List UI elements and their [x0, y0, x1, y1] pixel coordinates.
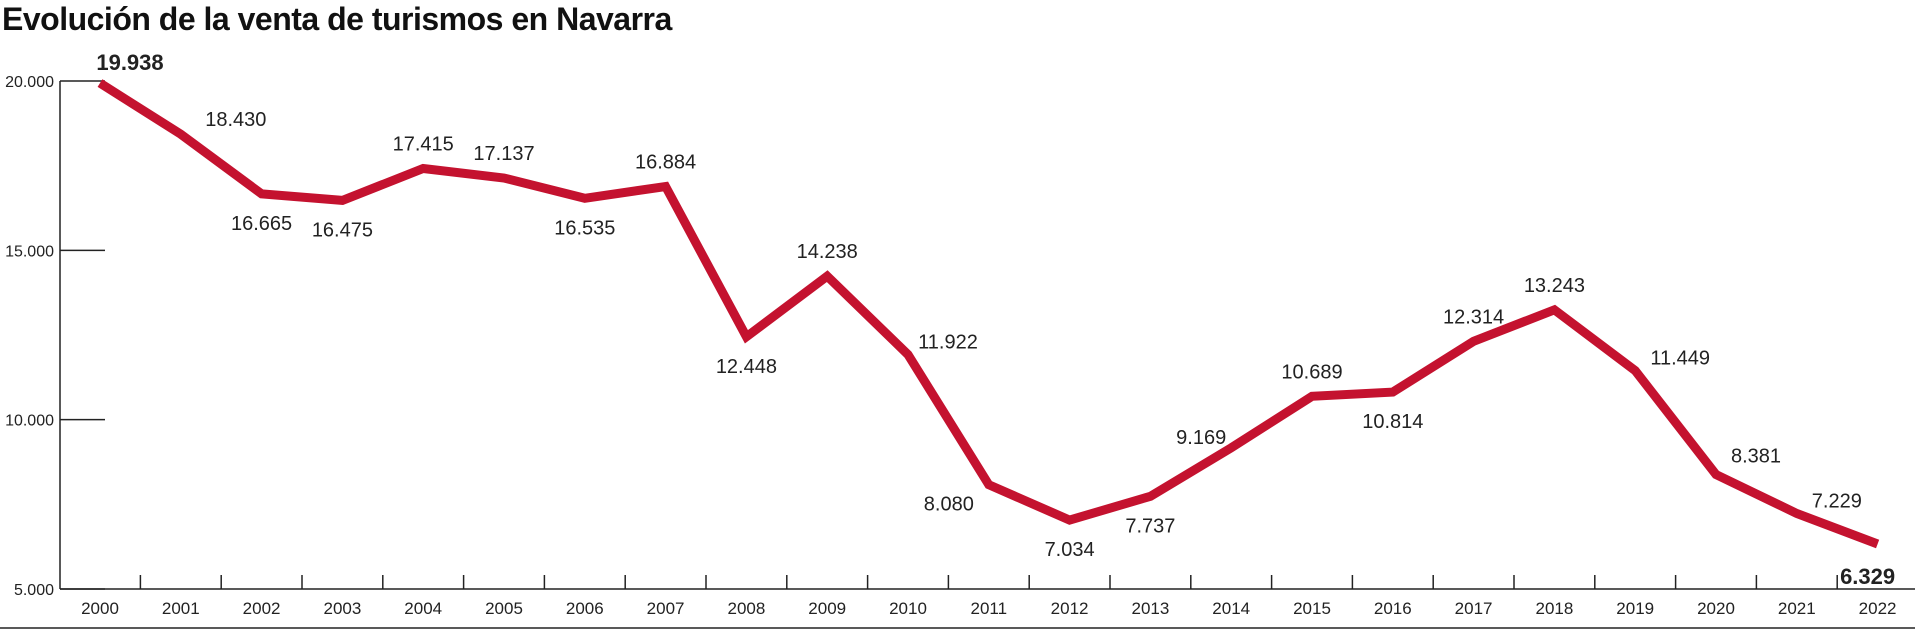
data-label: 9.169	[1176, 427, 1226, 449]
x-tick-label: 2016	[1374, 599, 1412, 618]
x-tick-label: 2006	[566, 599, 604, 618]
axes: 5.000 10.000 15.000 20.000 2000 2001 2002 2003 2…	[0, 74, 1915, 629]
x-tick-label: 2013	[1131, 599, 1169, 618]
y-tick-label: 15.000	[5, 243, 54, 260]
data-label: 17.415	[393, 134, 454, 156]
x-tick-label: 2019	[1616, 599, 1654, 618]
x-tick-label: 2009	[808, 599, 846, 618]
data-label: 18.430	[205, 109, 266, 131]
x-tick-label: 2010	[889, 599, 927, 618]
data-label: 14.238	[797, 241, 858, 263]
x-tick-label: 2017	[1455, 599, 1493, 618]
x-tick-label: 2000	[81, 599, 119, 618]
x-tick-label: 2022	[1859, 599, 1897, 618]
data-label: 8.381	[1731, 445, 1781, 467]
x-tick-label: 2007	[647, 599, 685, 618]
data-label: 12.448	[716, 356, 777, 378]
y-tick-label: 10.000	[5, 413, 54, 430]
x-tick-label: 2003	[323, 599, 361, 618]
x-tick-label: 2002	[243, 599, 281, 618]
x-tick-label: 2001	[162, 599, 200, 618]
y-tick-label: 20.000	[5, 74, 54, 91]
x-tick-label: 2005	[485, 599, 523, 618]
data-label: 16.475	[312, 219, 373, 241]
data-label: 7.229	[1812, 491, 1862, 513]
data-label: 8.080	[924, 494, 974, 516]
x-tick-label: 2004	[404, 599, 442, 618]
data-label: 11.922	[918, 332, 978, 354]
data-label: 7.737	[1125, 515, 1175, 537]
data-label: 7.034	[1045, 539, 1095, 561]
y-tick-label: 5.000	[14, 582, 54, 599]
data-label: 16.535	[554, 217, 615, 239]
x-tick-label: 2021	[1778, 599, 1816, 618]
x-tick-label: 2018	[1535, 599, 1573, 618]
data-label: 16.884	[635, 152, 696, 174]
x-tick-label: 2014	[1212, 599, 1250, 618]
x-tick-label: 2011	[971, 599, 1008, 618]
x-tick-label: 2020	[1697, 599, 1735, 618]
data-label: 16.665	[231, 213, 292, 235]
data-label: 13.243	[1524, 275, 1585, 297]
data-label: 6.329	[1840, 564, 1895, 589]
series-layer	[97, 79, 1880, 549]
data-label: 10.814	[1362, 411, 1423, 433]
x-tick-label: 2008	[727, 599, 765, 618]
data-label: 11.449	[1650, 348, 1710, 370]
data-labels: 19.938 18.430 16.665 16.475 17.415 17.137 16.5…	[96, 50, 1895, 589]
data-label: 17.137	[473, 143, 534, 165]
x-tick-label: 2012	[1051, 599, 1089, 618]
data-label: 10.689	[1281, 361, 1342, 383]
data-label: 12.314	[1443, 306, 1504, 328]
series-line	[97, 79, 1880, 549]
data-label: 19.938	[96, 50, 163, 75]
x-tick-label: 2015	[1293, 599, 1331, 618]
chart-title: Evolución de la venta de turismos en Nav…	[2, 1, 672, 37]
